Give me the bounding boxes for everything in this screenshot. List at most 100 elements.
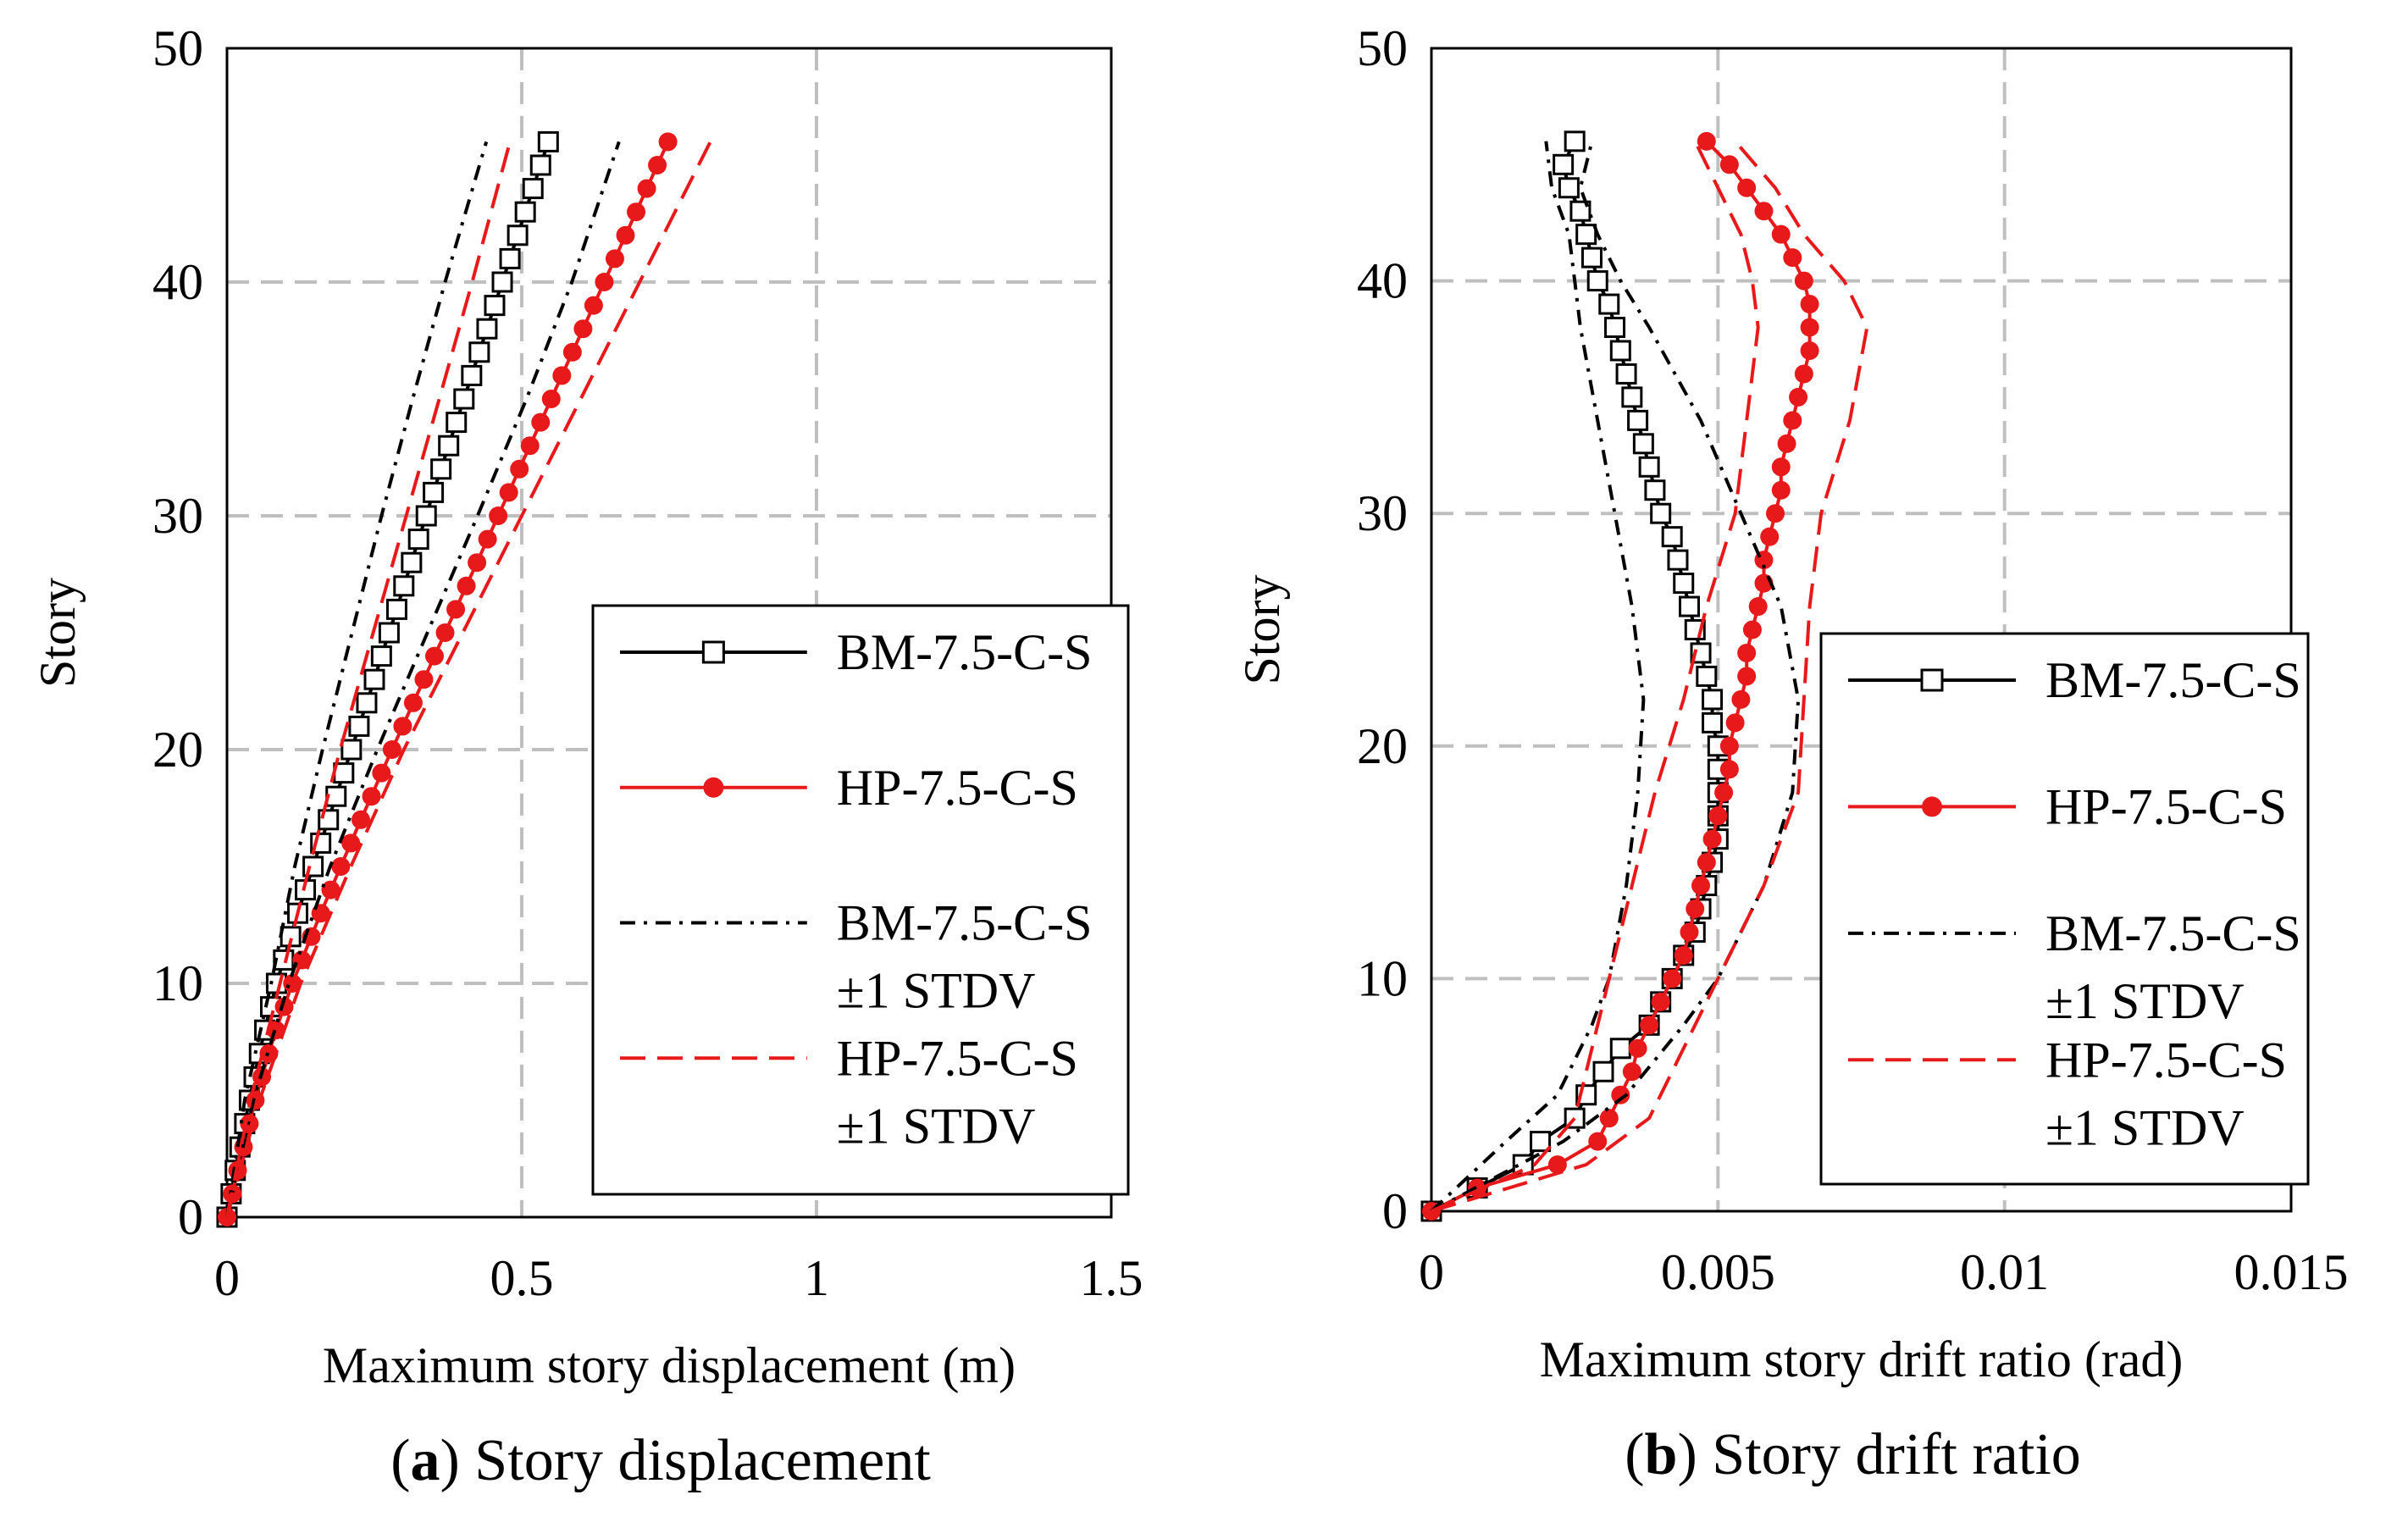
data-point-circle: [414, 670, 434, 689]
data-point-square: [491, 271, 513, 293]
series-line: [225, 141, 621, 1218]
data-point-circle: [1702, 829, 1722, 849]
data-point-square: [1604, 317, 1626, 339]
x-tick-label: 0.01: [1960, 1244, 2049, 1300]
data-point-circle: [605, 249, 624, 268]
data-point-square: [356, 692, 378, 714]
data-point-square: [1679, 595, 1700, 617]
data-point-square: [348, 715, 370, 737]
x-axis-label: Maximum story displacement (m): [323, 1337, 1016, 1393]
data-point-square: [393, 575, 415, 597]
plot-frame: [1430, 47, 2293, 1213]
data-point-square: [1673, 573, 1695, 595]
data-point-circle: [584, 296, 603, 315]
data-point-circle: [351, 810, 370, 829]
x-tick-label: 1.5: [1080, 1250, 1143, 1306]
data-point-square: [363, 668, 385, 690]
data-point-circle: [1737, 667, 1757, 686]
data-point-circle: [1622, 1062, 1641, 1082]
series-hp-7-5-c-s-1-stdv-upper-: [225, 141, 712, 1218]
data-point-square: [1609, 340, 1631, 362]
legend-label: HP-7.5-C-S: [2045, 1032, 2287, 1088]
data-point-square: [438, 435, 460, 457]
y-tick-label: 50: [152, 20, 203, 76]
series-line: [1431, 141, 1801, 1213]
data-point-circle: [595, 273, 614, 291]
y-axis-label: Story: [1234, 574, 1290, 684]
data-point-square: [340, 739, 363, 761]
series-hp-7-5-c-s: [218, 132, 678, 1226]
data-point-circle: [468, 553, 487, 573]
data-point-square: [1702, 689, 1724, 711]
legend-label: BM-7.5-C-S: [2045, 905, 2301, 961]
data-point-square: [1667, 549, 1689, 571]
y-axis-label: Story: [30, 578, 86, 688]
y-tick-label: 30: [152, 488, 203, 544]
data-point-circle: [1697, 131, 1716, 151]
legend-marker-circle: [1922, 796, 1942, 817]
data-point-square: [453, 388, 475, 410]
data-point-circle: [1766, 504, 1785, 523]
series-line: [225, 141, 489, 1218]
legend: BM-7.5-C-SHP-7.5-C-SBM-7.5-C-S±1 STDVHP-…: [1819, 632, 2310, 1186]
data-point-circle: [1789, 387, 1808, 407]
data-point-circle: [531, 412, 551, 432]
data-point-circle: [1754, 202, 1774, 221]
data-point-circle: [648, 156, 667, 174]
series-bm-7-5-c-s-1-stdv-upper-: [225, 141, 621, 1218]
x-axis-label: Maximum story drift ratio (rad): [1540, 1331, 2184, 1387]
data-point-circle: [1737, 643, 1757, 662]
data-point-circle: [499, 483, 518, 502]
data-point-circle: [1663, 969, 1682, 988]
data-point-circle: [1783, 248, 1802, 268]
legend-marker-circle: [703, 777, 724, 798]
data-point-square: [385, 598, 407, 620]
y-tick-label: 0: [1382, 1183, 1408, 1239]
y-tick-label: 20: [152, 722, 203, 778]
series-line: [225, 141, 712, 1218]
legend-label-stdv: ±1 STDV: [837, 963, 1036, 1019]
data-point-circle: [1742, 620, 1762, 639]
data-point-circle: [1800, 340, 1819, 360]
legend-box: [1819, 632, 2310, 1186]
legend-label: HP-7.5-C-S: [837, 760, 1078, 816]
x-tick-label: 0: [1419, 1244, 1444, 1300]
data-point-circle: [510, 459, 529, 479]
y-tick-label: 50: [1357, 20, 1408, 76]
y-tick-label: 10: [152, 955, 203, 1011]
legend-label: BM-7.5-C-S: [837, 895, 1093, 951]
data-point-square: [378, 622, 400, 644]
data-point-circle: [1651, 992, 1670, 1011]
data-point-square: [1586, 270, 1608, 292]
data-point-square: [1638, 456, 1660, 478]
data-point-square: [401, 551, 423, 573]
x-tick-label: 0.005: [1661, 1244, 1775, 1300]
data-point-square: [407, 529, 429, 551]
data-point-circle: [478, 529, 497, 549]
legend-marker-square: [701, 640, 725, 664]
data-point-circle: [1547, 1155, 1567, 1175]
panel-b-story-drift-ratio: 0 0.005 0.01 0.015 0 10 20 30 40 50 Maximum story …: [1234, 20, 2349, 1487]
data-point-square: [499, 247, 521, 269]
data-point-circle: [520, 436, 540, 456]
data-point-square: [423, 481, 445, 503]
data-point-circle: [1794, 271, 1813, 291]
legend-label: BM-7.5-C-S: [2045, 652, 2301, 708]
legend-label-stdv: ±1 STDV: [2045, 973, 2245, 1029]
data-point-circle: [562, 342, 582, 362]
data-point-circle: [1783, 411, 1802, 430]
x-tick-label: 1: [804, 1250, 829, 1306]
legend-label-stdv: ±1 STDV: [837, 1098, 1036, 1154]
data-point-square: [1598, 293, 1620, 315]
data-point-square: [522, 178, 544, 200]
legend-label: HP-7.5-C-S: [2045, 778, 2287, 834]
panel-caption: (a) Story displacement: [390, 1428, 931, 1493]
data-point-circle: [1691, 876, 1711, 895]
data-point-circle: [403, 693, 423, 712]
data-point-circle: [1719, 155, 1739, 174]
data-point-circle: [1748, 597, 1768, 617]
data-point-circle: [1697, 853, 1716, 872]
data-point-square: [1702, 711, 1724, 734]
x-tick-label: 0.015: [2234, 1244, 2349, 1300]
